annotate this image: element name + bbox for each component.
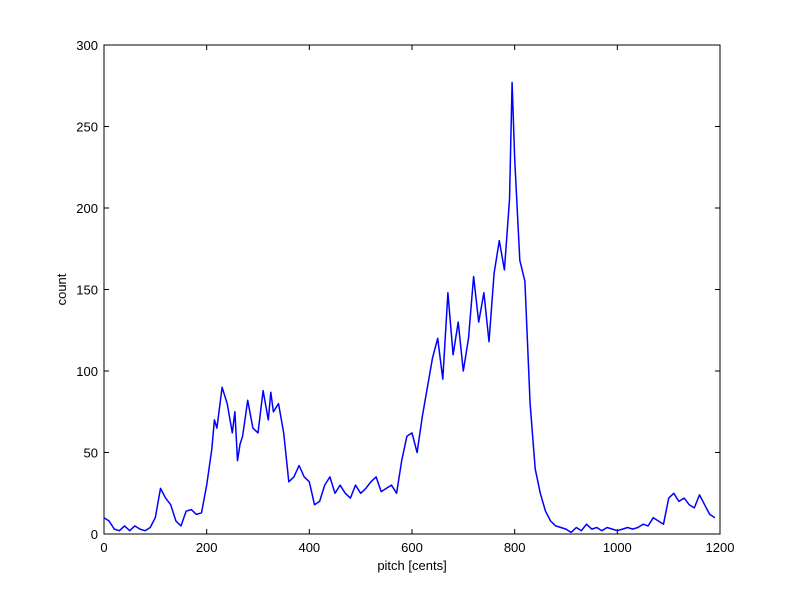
plot-frame <box>103 44 721 535</box>
y-tick-label: 200 <box>76 201 98 216</box>
x-tick-label: 1000 <box>603 540 632 555</box>
tick-labels: 0 200 400 600 800 1000 1200 0 50 100 150 200 250 300 <box>76 38 734 555</box>
y-tick-label: 250 <box>76 120 98 135</box>
x-tick-label: 0 <box>100 540 107 555</box>
x-axis-label: pitch [cents] <box>377 558 446 573</box>
series-group <box>103 81 716 534</box>
y-tick-label: 50 <box>84 446 98 461</box>
y-axis-label: count <box>54 273 69 305</box>
x-tick-label: 600 <box>401 540 423 555</box>
x-tick-label: 200 <box>196 540 218 555</box>
y-tick-label: 0 <box>91 527 98 542</box>
axis-ticks <box>103 44 721 535</box>
series-line <box>103 81 716 534</box>
y-tick-label: 150 <box>76 283 98 298</box>
x-tick-label: 1200 <box>706 540 735 555</box>
y-tick-label: 100 <box>76 364 98 379</box>
y-tick-label: 300 <box>76 38 98 53</box>
x-tick-label: 800 <box>504 540 526 555</box>
plot-area-border <box>103 44 721 535</box>
x-tick-label: 400 <box>298 540 320 555</box>
